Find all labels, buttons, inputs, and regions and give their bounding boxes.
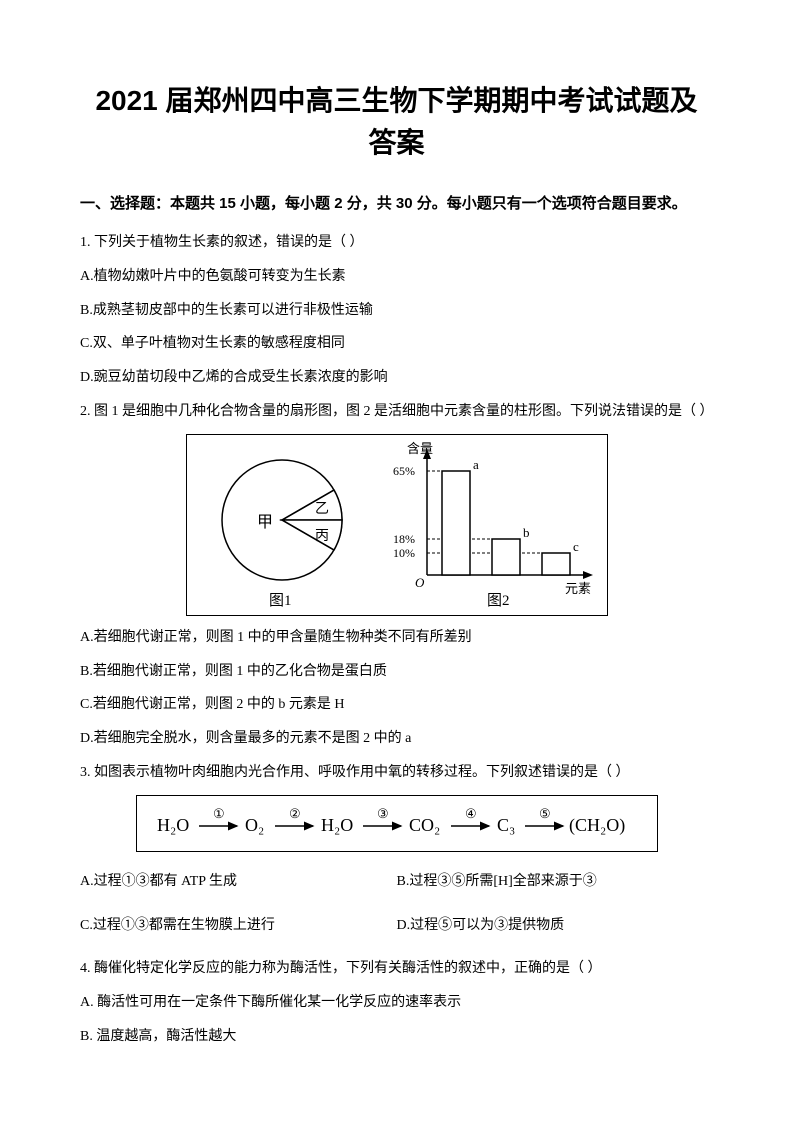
q2-C: C.若细胞代谢正常，则图 2 中的 b 元素是 H bbox=[80, 693, 713, 717]
tick-18: 18% bbox=[393, 532, 415, 546]
exam-page: 2021 届郑州四中高三生物下学期期中考试试题及 答案 一、选择题：本题共 15… bbox=[0, 0, 793, 1122]
pie-chart: 甲 乙 丙 图1 bbox=[222, 460, 342, 609]
figure-1: 甲 乙 丙 图1 含量 元素 O 65% 18% bbox=[186, 434, 608, 616]
q3-options-row1: A.过程①③都有 ATP 生成 B.过程③⑤所需[H]全部来源于③ bbox=[80, 860, 713, 904]
bar-a bbox=[442, 471, 470, 575]
page-title: 2021 届郑州四中高三生物下学期期中考试试题及 答案 bbox=[80, 80, 713, 164]
q3-options-row2: C.过程①③都需在生物膜上进行 D.过程⑤可以为③提供物质 bbox=[80, 904, 713, 948]
q3-stem: 3. 如图表示植物叶肉细胞内光合作用、呼吸作用中氧的转移过程。下列叙述错误的是（… bbox=[80, 761, 713, 785]
bar-b bbox=[492, 539, 520, 575]
section-1-header: 一、选择题：本题共 15 小题，每小题 2 分，共 30 分。每小题只有一个选项… bbox=[80, 192, 713, 213]
q4-B: B. 温度越高，酶活性越大 bbox=[80, 1025, 713, 1049]
q1-B: B.成熟茎韧皮部中的生长素可以进行非极性运输 bbox=[80, 299, 713, 323]
tick-10: 10% bbox=[393, 546, 415, 560]
title-line1: 2021 届郑州四中高三生物下学期期中考试试题及 bbox=[80, 80, 713, 122]
q3-A: A.过程①③都有 ATP 生成 bbox=[80, 870, 397, 894]
node-3: CO₂ bbox=[409, 815, 440, 835]
node-4: C₃ bbox=[497, 815, 515, 835]
q4-stem: 4. 酶催化特定化学反应的能力称为酶活性，下列有关酶活性的叙述中，正确的是（ ） bbox=[80, 957, 713, 981]
bar-ylabel: 含量 bbox=[407, 441, 433, 456]
node-5: (CH₂O) bbox=[569, 815, 625, 836]
q2-A: A.若细胞代谢正常，则图 1 中的甲含量随生物种类不同有所差别 bbox=[80, 626, 713, 650]
q3-B: B.过程③⑤所需[H]全部来源于③ bbox=[397, 870, 714, 894]
q1-D: D.豌豆幼苗切段中乙烯的合成受生长素浓度的影响 bbox=[80, 366, 713, 390]
node-0: H₂O bbox=[157, 815, 189, 835]
q4-A: A. 酶活性可用在一定条件下酶所催化某一化学反应的速率表示 bbox=[80, 991, 713, 1015]
bar-a-label: a bbox=[473, 457, 479, 472]
q3-D: D.过程⑤可以为③提供物质 bbox=[397, 914, 714, 938]
title-line2: 答案 bbox=[80, 122, 713, 164]
circ-4: ④ bbox=[465, 806, 477, 821]
node-1: O₂ bbox=[245, 815, 264, 835]
circ-3: ③ bbox=[377, 806, 389, 821]
circ-1: ① bbox=[213, 806, 225, 821]
q2-B: B.若细胞代谢正常，则图 1 中的乙化合物是蛋白质 bbox=[80, 660, 713, 684]
bar-b-label: b bbox=[523, 525, 530, 540]
q2-D: D.若细胞完全脱水，则含量最多的元素不是图 2 中的 a bbox=[80, 727, 713, 751]
figure-2: H₂O ① O₂ ② H₂O ③ CO₂ ④ C₃ ⑤ (CH₂O) bbox=[136, 795, 658, 852]
pie-label-yi: 乙 bbox=[315, 501, 329, 517]
bar-chart: 含量 元素 O 65% 18% 10% a b c 图2 bbox=[393, 441, 593, 609]
pie-label-bing: 丙 bbox=[315, 529, 329, 544]
bar-c bbox=[542, 553, 570, 575]
bar-c-label: c bbox=[573, 539, 579, 554]
circ-2: ② bbox=[289, 806, 301, 821]
pie-caption: 图1 bbox=[269, 592, 292, 609]
bar-caption: 图2 bbox=[487, 592, 510, 609]
origin-label: O bbox=[415, 575, 425, 590]
tick-65: 65% bbox=[393, 464, 415, 478]
figure-2-svg: H₂O ① O₂ ② H₂O ③ CO₂ ④ C₃ ⑤ (CH₂O) bbox=[137, 796, 657, 851]
q3-C: C.过程①③都需在生物膜上进行 bbox=[80, 914, 397, 938]
pie-label-jia: 甲 bbox=[257, 514, 273, 531]
q1-C: C.双、单子叶植物对生长素的敏感程度相同 bbox=[80, 332, 713, 356]
bar-xlabel: 元素 bbox=[565, 581, 591, 596]
q1-stem: 1. 下列关于植物生长素的叙述，错误的是（ ） bbox=[80, 231, 713, 255]
q1-A: A.植物幼嫩叶片中的色氨酸可转变为生长素 bbox=[80, 265, 713, 289]
q2-stem: 2. 图 1 是细胞中几种化合物含量的扇形图，图 2 是活细胞中元素含量的柱形图… bbox=[80, 400, 713, 424]
circ-5: ⑤ bbox=[539, 806, 551, 821]
node-2: H₂O bbox=[321, 815, 353, 835]
figure-1-svg: 甲 乙 丙 图1 含量 元素 O 65% 18% bbox=[187, 435, 607, 615]
